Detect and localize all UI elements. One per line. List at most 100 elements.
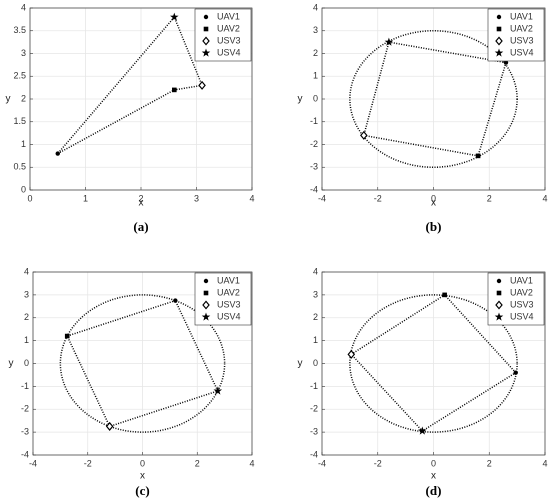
x-tick-label: 2 bbox=[487, 193, 492, 203]
y-axis-label: y bbox=[298, 94, 303, 105]
legend-label: USV3 bbox=[217, 35, 241, 45]
point bbox=[360, 130, 368, 140]
x-tick-label: 2 bbox=[195, 458, 200, 468]
y-axis-label: y bbox=[9, 358, 14, 369]
axes-box bbox=[321, 271, 546, 456]
y-tick-label: 2 bbox=[313, 312, 318, 322]
point bbox=[513, 370, 518, 375]
legend-label: UAV1 bbox=[217, 275, 240, 285]
y-tick-label: 3 bbox=[21, 48, 26, 58]
x-tick-label: 0 bbox=[431, 458, 436, 468]
point bbox=[384, 37, 394, 46]
y-tick-label: 2 bbox=[21, 93, 26, 103]
x-tick-label: -4 bbox=[318, 458, 326, 468]
x-axis-label: x bbox=[139, 198, 144, 209]
x-tick-label: 1 bbox=[83, 193, 88, 203]
legend-marker bbox=[203, 290, 209, 296]
x-axis-label: x bbox=[140, 471, 145, 482]
y-axis-label: y bbox=[298, 358, 303, 369]
legend-marker bbox=[495, 36, 503, 46]
x-tick-label: 0 bbox=[431, 193, 436, 203]
y-axis-label: y bbox=[6, 94, 11, 105]
y-tick-label: 3.5 bbox=[13, 25, 26, 35]
caption: (c) bbox=[135, 483, 149, 498]
point bbox=[105, 421, 114, 431]
y-tick-label: -2 bbox=[310, 404, 318, 414]
legend-label: UAV2 bbox=[510, 287, 533, 297]
formation-path bbox=[66, 299, 219, 428]
legend-label: USV3 bbox=[217, 299, 241, 309]
y-tick-label: -1 bbox=[21, 381, 29, 391]
y-tick-label: -1 bbox=[310, 116, 318, 126]
formation-path bbox=[350, 293, 517, 432]
y-tick-label: 4 bbox=[21, 2, 26, 12]
x-tick-label: -4 bbox=[29, 458, 37, 468]
point bbox=[347, 349, 356, 359]
x-tick-label: -2 bbox=[374, 193, 382, 203]
y-tick-label: 1 bbox=[21, 139, 26, 149]
y-tick-label: -3 bbox=[310, 427, 318, 437]
y-tick-label: 3 bbox=[313, 289, 318, 299]
x-tick-label: 0 bbox=[140, 458, 145, 468]
y-tick-label: -1 bbox=[310, 381, 318, 391]
x-tick-label: 4 bbox=[249, 193, 254, 203]
legend-label: USV4 bbox=[510, 47, 534, 57]
legend-label: USV3 bbox=[510, 35, 534, 45]
y-tick-label: 0 bbox=[313, 93, 318, 103]
trajectory-circle bbox=[349, 30, 518, 168]
legend-label: UAV2 bbox=[510, 23, 533, 33]
legend-label: UAV1 bbox=[510, 275, 533, 285]
legend-label: USV4 bbox=[510, 311, 534, 321]
caption: (b) bbox=[426, 219, 442, 234]
x-axis-label: x bbox=[431, 198, 436, 209]
caption: (a) bbox=[133, 219, 148, 234]
x-tick-label: 4 bbox=[542, 193, 547, 203]
legend-marker bbox=[202, 36, 210, 46]
legend-marker bbox=[494, 312, 504, 321]
point bbox=[173, 298, 178, 303]
y-tick-label: 4 bbox=[313, 266, 318, 276]
point bbox=[213, 386, 223, 395]
y-tick-label: 1 bbox=[313, 335, 318, 345]
point bbox=[503, 60, 509, 65]
y-tick-label: -4 bbox=[310, 449, 318, 459]
y-tick-label: 1.5 bbox=[13, 116, 26, 126]
legend-label: UAV1 bbox=[217, 11, 240, 21]
x-axis-label: x bbox=[431, 471, 436, 482]
point bbox=[198, 80, 206, 90]
y-tick-label: 2.5 bbox=[13, 71, 26, 81]
y-tick-label: 2 bbox=[24, 312, 29, 322]
legend-marker bbox=[496, 290, 502, 296]
y-tick-label: 2 bbox=[313, 48, 318, 58]
point bbox=[170, 12, 179, 21]
legend-label: USV4 bbox=[217, 311, 241, 321]
legend-marker bbox=[203, 278, 209, 284]
y-tick-label: 0 bbox=[21, 184, 26, 194]
point bbox=[64, 333, 70, 339]
caption: (d) bbox=[426, 483, 442, 498]
x-tick-label: 4 bbox=[542, 458, 547, 468]
trajectory-circle bbox=[349, 294, 518, 433]
point bbox=[172, 87, 177, 93]
legend-marker bbox=[202, 300, 210, 310]
x-tick-label: 2 bbox=[487, 458, 492, 468]
legend-marker bbox=[201, 48, 211, 57]
x-tick-label: -2 bbox=[374, 458, 382, 468]
legend-label: UAV2 bbox=[217, 287, 240, 297]
legend-marker bbox=[496, 278, 502, 284]
y-tick-label: 1 bbox=[313, 71, 318, 81]
legend-marker bbox=[201, 312, 211, 321]
x-tick-label: 2 bbox=[138, 193, 143, 203]
legend-marker bbox=[203, 14, 209, 20]
y-tick-label: 4 bbox=[313, 2, 318, 12]
y-tick-label: 3 bbox=[24, 289, 29, 299]
point bbox=[442, 292, 447, 298]
y-tick-label: -3 bbox=[310, 162, 318, 172]
point bbox=[55, 151, 60, 156]
axes-box bbox=[32, 271, 253, 456]
y-tick-label: -2 bbox=[310, 139, 318, 149]
x-tick-label: 0 bbox=[27, 193, 32, 203]
y-tick-label: -3 bbox=[21, 427, 29, 437]
legend-marker bbox=[494, 48, 504, 57]
point bbox=[418, 426, 427, 435]
